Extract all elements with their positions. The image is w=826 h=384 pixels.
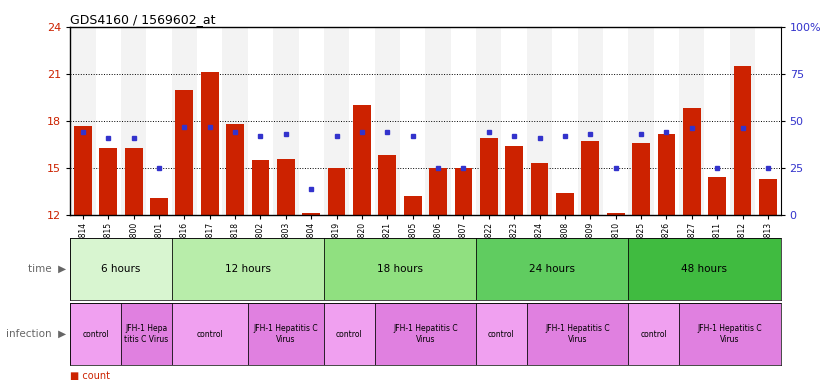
Bar <box>430 168 447 215</box>
Bar <box>506 146 523 215</box>
Bar <box>226 124 244 215</box>
Bar <box>501 27 527 215</box>
Bar <box>683 108 700 215</box>
Text: 12 hours: 12 hours <box>225 264 271 274</box>
Bar <box>375 27 400 215</box>
Bar <box>577 27 603 215</box>
Bar <box>759 179 776 215</box>
Bar <box>70 27 96 215</box>
Bar <box>553 27 577 215</box>
Bar <box>653 27 679 215</box>
Bar <box>172 303 248 365</box>
Bar <box>201 72 219 215</box>
Bar <box>328 168 345 215</box>
Bar <box>657 134 676 215</box>
Text: infection  ▶: infection ▶ <box>6 329 66 339</box>
Bar <box>222 27 248 215</box>
Bar <box>252 160 269 215</box>
Bar <box>70 303 121 365</box>
Bar <box>324 303 375 365</box>
Bar <box>121 27 146 215</box>
Bar <box>527 27 553 215</box>
Bar <box>172 238 324 300</box>
Bar <box>146 27 172 215</box>
Bar <box>404 196 421 215</box>
Bar <box>353 105 371 215</box>
Text: 48 hours: 48 hours <box>681 264 728 274</box>
Bar <box>324 238 476 300</box>
Bar <box>277 159 295 215</box>
Bar <box>99 147 117 215</box>
Bar <box>425 27 451 215</box>
Bar <box>629 27 653 215</box>
Bar <box>708 177 726 215</box>
Text: JFH-1 Hepatitis C
Virus: JFH-1 Hepatitis C Virus <box>697 324 762 344</box>
Text: 24 hours: 24 hours <box>529 264 575 274</box>
Bar <box>378 156 396 215</box>
Text: control: control <box>83 329 109 339</box>
Bar <box>375 303 476 365</box>
Bar <box>527 303 629 365</box>
Text: 18 hours: 18 hours <box>377 264 423 274</box>
Bar <box>730 27 755 215</box>
Bar <box>298 27 324 215</box>
Bar <box>733 66 752 215</box>
Bar <box>454 168 472 215</box>
Bar <box>197 27 222 215</box>
Text: control: control <box>197 329 223 339</box>
Bar <box>582 141 599 215</box>
Bar <box>530 163 548 215</box>
Bar <box>349 27 375 215</box>
Bar <box>755 27 781 215</box>
Text: JFH-1 Hepa
titis C Virus: JFH-1 Hepa titis C Virus <box>124 324 169 344</box>
Bar <box>476 238 629 300</box>
Bar <box>175 89 193 215</box>
Bar <box>150 198 168 215</box>
Bar <box>607 214 624 215</box>
Bar <box>302 214 320 215</box>
Bar <box>324 27 349 215</box>
Bar <box>121 303 172 365</box>
Bar <box>96 27 121 215</box>
Bar <box>632 143 650 215</box>
Bar <box>248 27 273 215</box>
Bar <box>629 303 679 365</box>
Bar <box>74 126 92 215</box>
Text: time  ▶: time ▶ <box>28 264 66 274</box>
Text: JFH-1 Hepatitis C
Virus: JFH-1 Hepatitis C Virus <box>393 324 458 344</box>
Text: control: control <box>336 329 363 339</box>
Text: ■ count: ■ count <box>70 371 110 381</box>
Bar <box>172 27 197 215</box>
Bar <box>679 303 781 365</box>
Bar <box>556 193 574 215</box>
Text: JFH-1 Hepatitis C
Virus: JFH-1 Hepatitis C Virus <box>254 324 318 344</box>
Bar <box>480 138 498 215</box>
Bar <box>125 147 143 215</box>
Text: GDS4160 / 1569602_at: GDS4160 / 1569602_at <box>70 13 216 26</box>
Text: control: control <box>488 329 515 339</box>
Text: JFH-1 Hepatitis C
Virus: JFH-1 Hepatitis C Virus <box>545 324 610 344</box>
Bar <box>70 238 172 300</box>
Bar <box>273 27 298 215</box>
Bar <box>248 303 324 365</box>
Bar <box>629 238 781 300</box>
Bar <box>400 27 425 215</box>
Text: control: control <box>640 329 667 339</box>
Bar <box>603 27 629 215</box>
Bar <box>476 27 501 215</box>
Bar <box>705 27 730 215</box>
Bar <box>679 27 705 215</box>
Text: 6 hours: 6 hours <box>102 264 140 274</box>
Bar <box>451 27 476 215</box>
Bar <box>476 303 527 365</box>
